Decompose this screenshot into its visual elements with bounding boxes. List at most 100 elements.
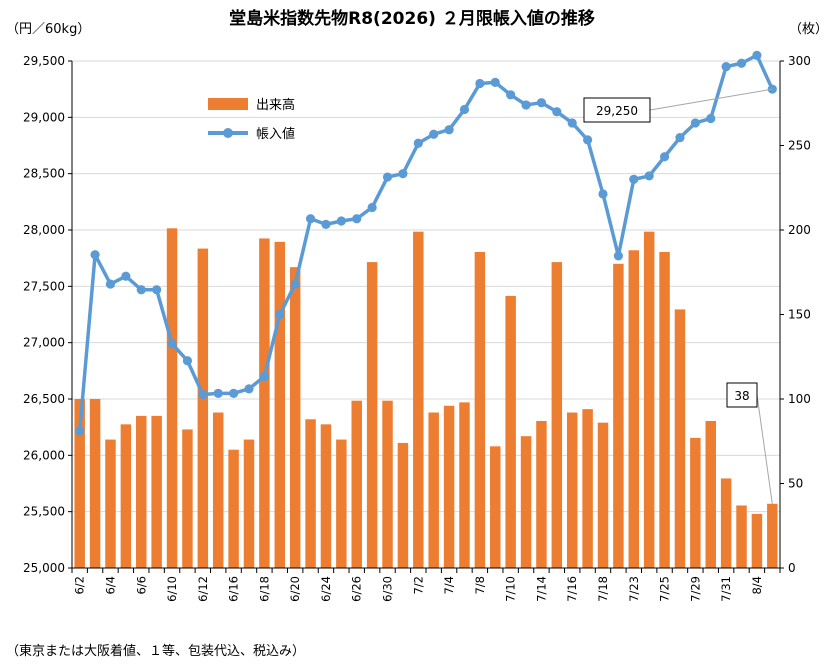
x-tick-label: 7/10 xyxy=(504,576,518,602)
line-point xyxy=(229,388,239,398)
line-point xyxy=(321,219,331,229)
left-tick-label: 25,000 xyxy=(23,561,65,575)
bar xyxy=(120,424,132,568)
left-tick-label: 29,000 xyxy=(23,110,65,124)
x-tick-label: 6/12 xyxy=(196,576,210,602)
line-point xyxy=(536,98,547,108)
left-tick-label: 29,500 xyxy=(23,54,65,68)
bar xyxy=(413,231,424,568)
bar xyxy=(74,399,85,568)
line-point xyxy=(721,62,731,72)
bar xyxy=(136,415,147,568)
legend-label-settlement: 帳入値 xyxy=(256,126,295,142)
x-tick-label: 7/14 xyxy=(534,576,548,602)
annotation-leader-last-settlement xyxy=(649,88,773,111)
right-tick-label: 0 xyxy=(788,561,796,575)
x-tick-label: 6/16 xyxy=(227,576,241,602)
chart-title: 堂島米指数先物R8(2026) ２月限帳入値の推移 xyxy=(229,8,595,29)
left-tick-label: 27,500 xyxy=(23,279,65,293)
x-tick-label: 7/18 xyxy=(596,576,610,602)
left-tick-label: 27,000 xyxy=(23,336,65,350)
bar xyxy=(690,437,701,568)
annotation-box-last-settlement xyxy=(583,97,651,123)
line-point xyxy=(490,77,500,88)
line-point xyxy=(736,58,747,68)
bar xyxy=(520,436,532,568)
bar xyxy=(305,419,316,568)
annotations: 29,250 38 xyxy=(583,88,773,504)
bar xyxy=(382,400,393,568)
x-axis-ticks: 6/2 6/4 6/6 6/10 6/12 6/16 6/18 6/20 6/24 6/26 6/3… xyxy=(73,576,764,602)
line-point xyxy=(213,388,223,398)
line-point xyxy=(752,50,762,60)
line-point xyxy=(598,189,608,199)
bar xyxy=(505,295,516,568)
line-point xyxy=(398,169,408,179)
line-point xyxy=(290,279,300,289)
bar xyxy=(320,424,332,568)
x-tick-label: 7/16 xyxy=(565,576,579,602)
bar xyxy=(767,503,778,568)
bar xyxy=(351,400,362,568)
annotation-last-volume: 38 xyxy=(734,389,749,403)
bar xyxy=(705,420,716,568)
left-tick-label: 26,000 xyxy=(23,448,65,462)
right-tick-label: 250 xyxy=(788,139,811,153)
left-axis-ticks: 25,000 25,500 26,000 26,500 27,000 27,500 28,0… xyxy=(23,54,72,575)
x-tick-label: 6/6 xyxy=(134,576,148,595)
footnote: （東京または大阪着値、１等、包装代込、税込み） xyxy=(6,643,305,659)
bar xyxy=(597,422,609,568)
line-point xyxy=(613,251,623,261)
volume-bars xyxy=(74,228,778,568)
x-tick-label: 7/4 xyxy=(442,576,456,595)
x-tick-label: 6/20 xyxy=(288,576,302,602)
bar xyxy=(243,439,255,568)
legend-swatch-volume xyxy=(208,98,248,110)
bar xyxy=(474,251,486,568)
line-point xyxy=(475,78,485,89)
legend-marker-settlement xyxy=(223,128,233,138)
line-point xyxy=(506,90,516,100)
line-point xyxy=(75,426,85,436)
x-tick-label: 7/23 xyxy=(627,576,641,602)
left-tick-label: 26,500 xyxy=(23,392,65,406)
x-tick-label: 6/4 xyxy=(103,576,117,595)
line-point xyxy=(167,339,177,349)
bar xyxy=(643,231,655,568)
bar xyxy=(197,248,209,568)
bar xyxy=(428,412,439,568)
bar xyxy=(490,446,501,568)
bar xyxy=(151,415,162,568)
line-point xyxy=(182,356,193,366)
bar xyxy=(551,262,563,568)
bar xyxy=(105,439,116,568)
line-point xyxy=(305,214,316,224)
x-tick-label: 6/18 xyxy=(257,576,271,602)
settlement-line xyxy=(75,50,777,436)
line-point xyxy=(275,309,285,320)
x-tick-label: 6/26 xyxy=(350,576,364,602)
line-point xyxy=(706,113,716,124)
line-point xyxy=(521,100,531,110)
left-tick-label: 25,500 xyxy=(23,505,65,519)
bar xyxy=(259,238,270,568)
bar xyxy=(274,241,286,568)
bar xyxy=(336,439,347,568)
bar xyxy=(366,262,378,568)
bar xyxy=(582,409,593,568)
bar xyxy=(659,251,670,568)
line-point xyxy=(90,250,100,260)
bar xyxy=(166,228,178,568)
bar xyxy=(459,402,470,568)
line-point xyxy=(244,384,254,394)
line-point xyxy=(567,118,577,128)
line-point xyxy=(429,129,439,139)
annotation-leader-last-volume xyxy=(756,394,773,504)
right-tick-label: 200 xyxy=(788,223,811,237)
bar xyxy=(212,412,224,568)
right-axis-ticks: 0 50 100 150 200 250 300 xyxy=(780,54,811,575)
x-tick-label: 8/4 xyxy=(750,576,764,595)
right-tick-label: 50 xyxy=(788,477,803,491)
line-point xyxy=(413,138,423,148)
bar xyxy=(89,399,101,568)
